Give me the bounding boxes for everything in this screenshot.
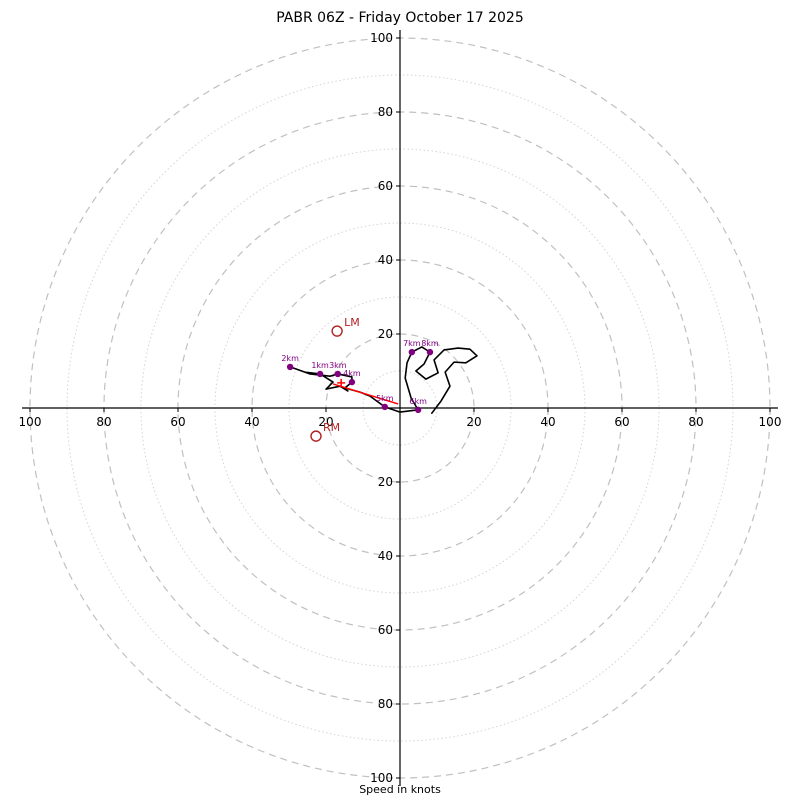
svg-text:40: 40 xyxy=(378,253,393,267)
svg-text:RM: RM xyxy=(323,421,340,434)
svg-text:100: 100 xyxy=(370,771,393,785)
svg-text:80: 80 xyxy=(96,415,111,429)
svg-text:60: 60 xyxy=(614,415,629,429)
svg-text:8km: 8km xyxy=(421,339,439,348)
svg-text:100: 100 xyxy=(370,31,393,45)
svg-text:20: 20 xyxy=(378,327,393,341)
svg-text:20: 20 xyxy=(466,415,481,429)
svg-text:4km: 4km xyxy=(343,369,361,378)
svg-text:1km: 1km xyxy=(311,361,329,370)
svg-text:LM: LM xyxy=(344,316,360,329)
svg-text:80: 80 xyxy=(378,697,393,711)
svg-text:3km: 3km xyxy=(329,361,347,370)
svg-text:20: 20 xyxy=(318,415,333,429)
svg-text:60: 60 xyxy=(378,179,393,193)
svg-text:20: 20 xyxy=(378,475,393,489)
svg-text:100: 100 xyxy=(759,415,782,429)
svg-text:40: 40 xyxy=(244,415,259,429)
svg-text:2km: 2km xyxy=(281,354,299,363)
chart-title: PABR 06Z - Friday October 17 2025 xyxy=(276,10,524,26)
svg-text:40: 40 xyxy=(540,415,555,429)
svg-text:60: 60 xyxy=(170,415,185,429)
svg-text:60: 60 xyxy=(378,623,393,637)
svg-text:40: 40 xyxy=(378,549,393,563)
svg-text:100: 100 xyxy=(19,415,42,429)
x-axis-label: Speed in knots xyxy=(359,783,441,796)
svg-text:80: 80 xyxy=(378,105,393,119)
svg-text:5km: 5km xyxy=(376,394,394,403)
svg-text:6km: 6km xyxy=(409,397,427,406)
svg-text:80: 80 xyxy=(688,415,703,429)
svg-text:7km: 7km xyxy=(403,339,421,348)
